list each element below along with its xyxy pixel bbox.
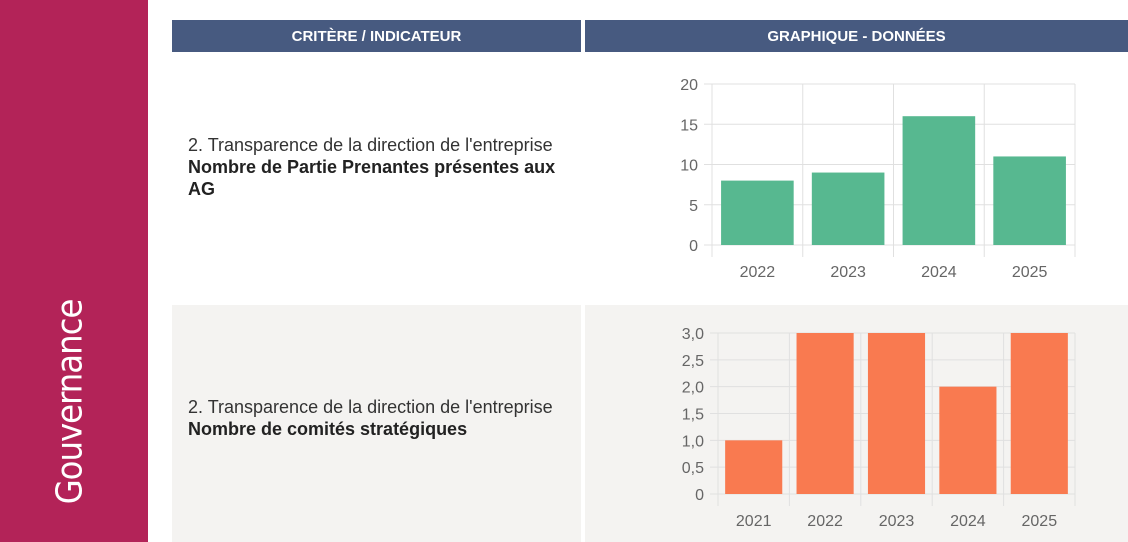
y-tick-label: 15	[680, 117, 698, 134]
bar	[993, 156, 1066, 245]
y-tick-label: 20	[680, 77, 698, 94]
x-tick-label: 2021	[736, 513, 772, 530]
bar	[1010, 333, 1068, 494]
indicator: Nombre de comités stratégiques	[188, 419, 468, 439]
x-tick-label: 2023	[830, 264, 866, 281]
y-tick-label: 2,0	[682, 380, 704, 397]
x-tick-label: 2023	[879, 513, 915, 530]
bar	[796, 333, 854, 494]
criterion: 2. Transparence de la direction de l'ent…	[188, 135, 553, 155]
bar	[902, 116, 976, 245]
sidebar: Gouvernance	[0, 0, 148, 542]
y-tick-label: 0,5	[682, 460, 704, 477]
y-tick-label: 5	[689, 198, 698, 215]
x-tick-label: 2025	[1012, 264, 1048, 281]
x-tick-label: 2022	[740, 264, 776, 281]
header-chart: GRAPHIQUE - DONNÉES	[585, 20, 1128, 52]
bar	[725, 440, 783, 494]
x-tick-label: 2025	[1022, 513, 1058, 530]
indicator: Nombre de Partie Prenantes présentes aux…	[188, 157, 556, 199]
y-tick-label: 0	[689, 238, 698, 255]
bar	[811, 172, 885, 245]
x-tick-label: 2022	[807, 513, 843, 530]
y-tick-label: 3,0	[682, 326, 704, 343]
bar	[867, 333, 926, 494]
y-tick-label: 2,5	[682, 353, 704, 370]
criterion: 2. Transparence de la direction de l'ent…	[188, 397, 553, 417]
bar	[721, 180, 794, 245]
header-criterion: CRITÈRE / INDICATEUR	[172, 20, 581, 52]
y-tick-label: 0	[695, 487, 704, 504]
row-1-text: 2. Transparence de la direction de l'ent…	[188, 134, 578, 200]
y-tick-label: 1,0	[682, 433, 704, 450]
row-2-text: 2. Transparence de la direction de l'ent…	[188, 396, 578, 440]
y-tick-label: 10	[680, 158, 698, 175]
bar	[939, 386, 997, 494]
y-tick-label: 1,5	[682, 407, 704, 424]
x-tick-label: 2024	[950, 513, 986, 530]
x-tick-label: 2024	[921, 264, 957, 281]
